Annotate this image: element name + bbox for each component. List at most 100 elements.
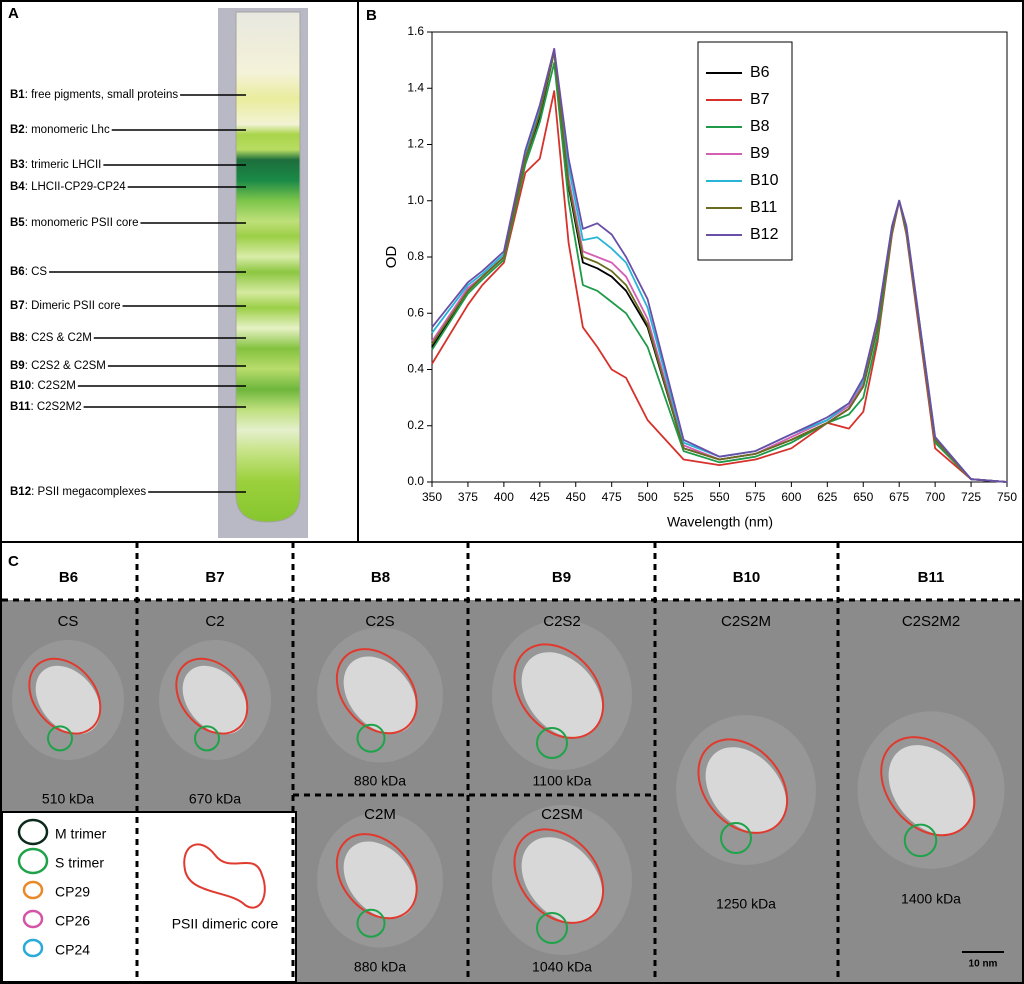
band-desc: : trimeric LHCII <box>25 159 102 171</box>
band-id: B10 <box>10 380 31 392</box>
data-line <box>431 48 1008 483</box>
legend-label: B10 <box>750 172 779 189</box>
particle-core-outline <box>513 828 605 924</box>
band-desc: : PSII megacomplexes <box>31 486 146 498</box>
particle-name: C2S2M <box>721 613 771 630</box>
particle-density <box>343 656 417 734</box>
column-header: B11 <box>918 569 945 586</box>
column-header: B10 <box>733 569 761 586</box>
legend-label: S trimer <box>55 855 104 871</box>
particle-density <box>35 665 101 735</box>
particle-name: C2M <box>364 806 396 823</box>
x-tick-label: 425 <box>530 490 550 504</box>
x-tick-label: 350 <box>422 490 442 504</box>
legend-label: B7 <box>750 91 770 108</box>
band-label: B12: PSII megacomplexes <box>10 486 146 498</box>
particle-density <box>521 652 603 738</box>
band-id: B12 <box>10 486 31 498</box>
band-label: B8: C2S & C2M <box>10 332 92 344</box>
x-tick-label: 475 <box>602 490 622 504</box>
y-tick-label: 0.6 <box>407 305 424 319</box>
x-tick-label: 500 <box>638 490 658 504</box>
particle-mass: 1040 kDa <box>532 959 592 975</box>
legend-icon <box>17 847 49 875</box>
panel-frame <box>0 541 1024 984</box>
particle-mass: 1400 kDa <box>901 891 961 907</box>
band-label: B6: CS <box>10 266 47 278</box>
legend-core-label: PSII dimeric core <box>172 916 279 932</box>
band-id: B7 <box>10 300 25 312</box>
subunit-outline <box>356 908 386 938</box>
subunit-outline <box>536 727 568 759</box>
legend-icon <box>22 909 44 929</box>
band-label: B11: C2S2M2 <box>10 401 82 413</box>
x-tick-label: 525 <box>674 490 694 504</box>
x-tick-label: 725 <box>961 490 981 504</box>
particle-density <box>705 747 787 833</box>
y-tick-label: 1.0 <box>407 193 424 207</box>
column-header: B9 <box>552 569 571 586</box>
x-axis-title: Wavelength (nm) <box>667 514 773 530</box>
particle-name: CS <box>58 613 79 630</box>
panel-label: C <box>8 553 19 570</box>
band-label: B3: trimeric LHCII <box>10 159 101 171</box>
legend-label: CP29 <box>55 884 90 900</box>
band-label: B7: Dimeric PSII core <box>10 300 121 312</box>
particle-mass: 510 kDa <box>42 791 94 807</box>
x-tick-label: 600 <box>781 490 801 504</box>
column-header: B8 <box>371 569 390 586</box>
band-desc: : C2S2M <box>31 380 76 392</box>
subunit-outline <box>720 822 752 854</box>
subunit-outline <box>356 723 386 753</box>
particle-density <box>521 837 603 923</box>
x-tick-label: 400 <box>494 490 514 504</box>
x-tick-label: 750 <box>997 490 1017 504</box>
legend-box <box>697 41 793 261</box>
band-label: B9: C2S2 & C2SM <box>10 360 106 372</box>
particle-mass: 1250 kDa <box>716 896 776 912</box>
legend-label: M trimer <box>55 826 107 842</box>
y-tick-label: 1.4 <box>407 80 424 94</box>
band-id: B11 <box>10 401 31 413</box>
y-axis-title: OD <box>383 246 400 269</box>
particle-mass: 670 kDa <box>189 791 241 807</box>
y-tick-label: 0.0 <box>407 474 424 488</box>
particle-density <box>888 745 974 835</box>
band-id: B2 <box>10 124 25 136</box>
particle-core-outline <box>175 657 249 735</box>
particle-density <box>343 841 417 919</box>
legend-icon <box>22 938 44 958</box>
band-label: B1: free pigments, small proteins <box>10 89 178 101</box>
band-desc: : C2S2M2 <box>30 401 81 413</box>
legend-icon <box>22 880 44 900</box>
band-desc: : Dimeric PSII core <box>25 300 121 312</box>
band-id: B5 <box>10 217 25 229</box>
subunit-outline <box>194 725 220 752</box>
band-id: B9 <box>10 360 25 372</box>
legend-label: B11 <box>750 199 777 216</box>
particle-name: C2 <box>205 613 224 630</box>
particle-mass: 880 kDa <box>354 773 406 789</box>
band-desc: : CS <box>25 266 48 278</box>
legend-label: B9 <box>750 145 770 162</box>
particle-name: C2S2 <box>543 613 581 630</box>
particle-name: C2S2M2 <box>902 613 960 630</box>
band-label: B4: LHCII-CP29-CP24 <box>10 181 126 193</box>
band-id: B3 <box>10 159 25 171</box>
band-id: B4 <box>10 181 25 193</box>
band-desc: : free pigments, small proteins <box>25 89 179 101</box>
x-tick-label: 450 <box>566 490 586 504</box>
band-desc: : C2S2 & C2SM <box>25 360 106 372</box>
y-tick-label: 0.2 <box>407 418 424 432</box>
band-label: B10: C2S2M <box>10 380 76 392</box>
legend-label: CP26 <box>55 913 90 929</box>
x-tick-label: 375 <box>458 490 478 504</box>
particle-mass: 1100 kDa <box>533 773 592 789</box>
x-tick-label: 650 <box>853 490 873 504</box>
subunit-outline <box>47 725 73 752</box>
x-tick-label: 550 <box>709 490 729 504</box>
legend-core-icon <box>183 843 266 909</box>
particle-core-outline <box>880 736 976 837</box>
x-tick-label: 625 <box>817 490 837 504</box>
